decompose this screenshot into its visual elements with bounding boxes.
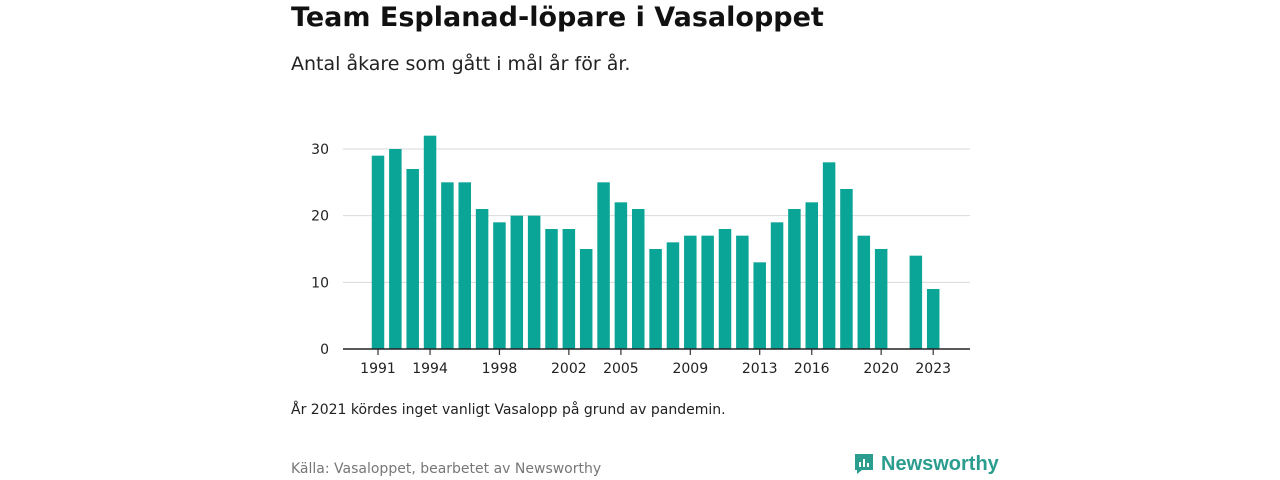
source-credit: Källa: Vasaloppet, bearbetet av Newswort… [291, 461, 602, 477]
bar-1998 [493, 222, 506, 349]
y-tick-label: 30 [311, 142, 329, 158]
bar-chart: 0 10 20 30 1991 1994 1998 2002 2005 2009 2013 2016… [311, 135, 970, 377]
x-tick-label: 1991 [360, 361, 396, 377]
bar-2006 [632, 209, 645, 349]
bar-2000 [527, 215, 541, 349]
x-tick-label: 2013 [742, 361, 778, 377]
chart-note: År 2021 kördes inget vanligt Vasalopp på… [291, 402, 726, 418]
x-tick-label: 1998 [482, 361, 518, 377]
x-tick-label: 2009 [672, 361, 708, 377]
bar-2014 [770, 222, 784, 349]
x-tick-label: 2002 [551, 361, 587, 377]
bar-2011 [718, 229, 732, 349]
bar-1995 [441, 182, 454, 349]
newsworthy-logo-icon [855, 454, 873, 474]
bar-2018 [840, 189, 853, 349]
bar-1996 [458, 182, 471, 349]
bar-2020 [874, 249, 888, 349]
bar-2022 [909, 255, 923, 349]
x-tick-label: 2023 [915, 361, 951, 377]
y-tick-label: 0 [320, 342, 329, 358]
bar-2017 [822, 162, 836, 349]
bar-2012 [736, 235, 749, 349]
bar-1994 [423, 135, 437, 349]
bar-2007 [649, 249, 662, 349]
bar-1997 [475, 209, 489, 349]
chart-title: Team Esplanad-löpare i Vasaloppet [291, 2, 824, 33]
bar-2019 [857, 235, 871, 349]
newsworthy-brand[interactable]: Newsworthy [853, 452, 999, 476]
x-tick-label: 2005 [603, 361, 639, 377]
x-tick-label: 2020 [863, 361, 899, 377]
bar-2015 [788, 209, 801, 349]
y-tick-label: 20 [311, 209, 329, 225]
bar-2004 [597, 182, 610, 349]
bar-2009 [684, 235, 697, 349]
bar-2023 [926, 289, 940, 349]
bar-2013 [753, 262, 766, 349]
x-tick-label: 1994 [412, 361, 448, 377]
x-tick-label: 2016 [794, 361, 830, 377]
bar-1992 [389, 149, 402, 349]
bar-2008 [666, 242, 680, 349]
bar-2016 [805, 202, 818, 349]
bar-2005 [614, 202, 628, 349]
bar-1991 [371, 155, 385, 349]
bar-2002 [562, 229, 576, 349]
chart-subtitle: Antal åkare som gått i mål år för år. [291, 53, 631, 75]
brand-name: Newsworthy [881, 452, 999, 475]
bar-1993 [406, 169, 419, 349]
bar-2001 [545, 229, 558, 349]
bar-1999 [510, 215, 524, 349]
y-tick-label: 10 [311, 275, 329, 291]
bar-2010 [701, 235, 714, 349]
bar-2003 [579, 249, 593, 349]
